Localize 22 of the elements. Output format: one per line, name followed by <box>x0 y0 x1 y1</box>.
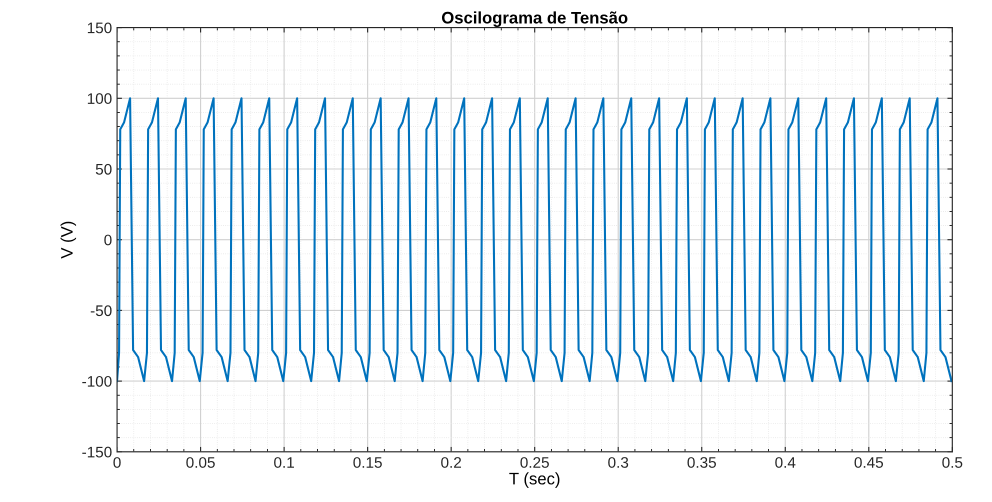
y-tick-label: 100 <box>88 93 112 104</box>
x-tick-label: 0.4 <box>775 457 796 468</box>
y-tick-label: -100 <box>82 376 112 387</box>
x-tick-label: 0 <box>113 457 121 468</box>
y-tick-label: 150 <box>88 22 112 34</box>
x-tick-label: 0.35 <box>687 457 716 468</box>
line-series <box>117 97 952 382</box>
x-axis-title: T (sec) <box>509 472 560 488</box>
x-tick-label: 0.25 <box>520 457 549 468</box>
chart-title: Oscilograma de Tensão <box>442 11 628 27</box>
x-tick-label: 0.3 <box>608 457 628 468</box>
x-tick-label: 0.15 <box>353 457 382 468</box>
x-tick-label: 0.45 <box>854 457 884 468</box>
x-tick-label: 0.5 <box>942 457 962 468</box>
y-tick-label: -150 <box>82 446 112 458</box>
x-tick-label: 0.1 <box>274 457 294 468</box>
x-tick-label: 0.05 <box>186 457 215 468</box>
x-tick-label: 0.2 <box>441 457 462 468</box>
y-tick-label: 0 <box>104 234 112 246</box>
y-tick-label: 50 <box>96 164 112 175</box>
y-tick-label: -50 <box>90 305 112 316</box>
y-axis-title: V (V) <box>60 222 76 259</box>
